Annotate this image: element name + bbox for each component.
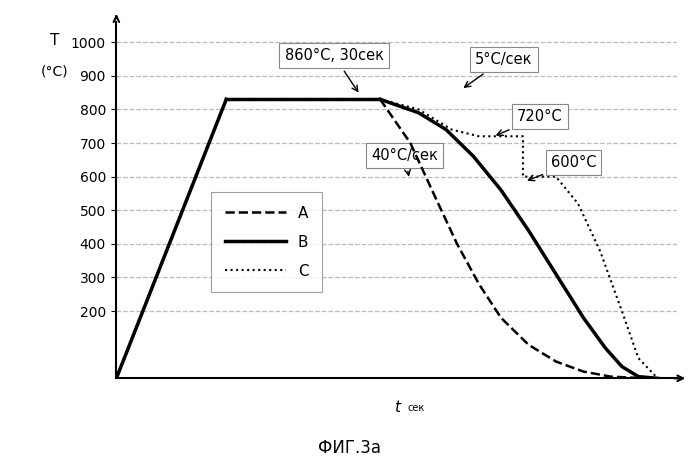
Text: 5°C/сек: 5°C/сек (465, 52, 533, 87)
Text: 600°C: 600°C (528, 155, 596, 181)
Text: (°C): (°C) (41, 65, 69, 79)
Legend: A, B, C: A, B, C (211, 192, 322, 292)
Text: сек: сек (408, 403, 425, 413)
Text: 720°C: 720°C (497, 109, 563, 135)
Text: 40°C/сек: 40°C/сек (371, 148, 438, 175)
Text: ФИГ.3а: ФИГ.3а (318, 439, 381, 457)
Text: 860°C, 30сек: 860°C, 30сек (284, 49, 384, 91)
Text: t: t (394, 400, 400, 415)
Text: T: T (50, 33, 59, 48)
